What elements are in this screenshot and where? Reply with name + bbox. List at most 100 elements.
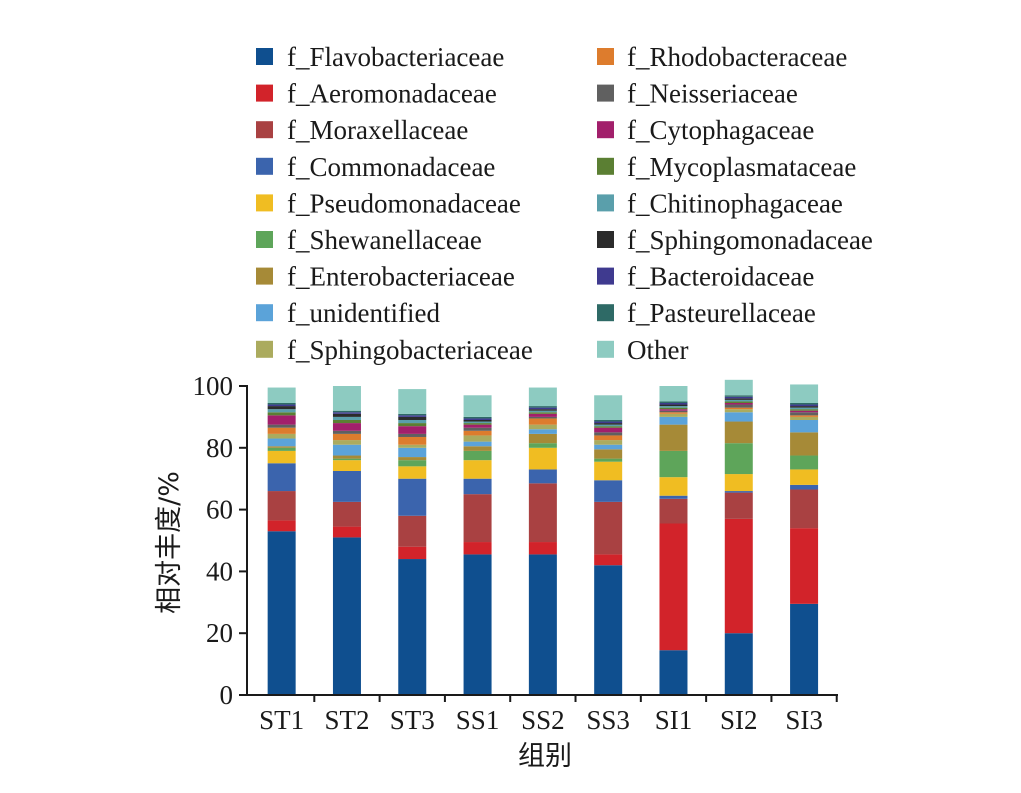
legend-label: f_Rhodobacteraceae: [627, 42, 847, 72]
bar-segment: [332, 430, 361, 434]
bar-segment: [724, 396, 753, 399]
x-tick-label: SS2: [521, 705, 565, 735]
bar-segment: [659, 650, 688, 695]
legend-item: f_Commonadaceae: [256, 152, 495, 182]
bars: [267, 379, 819, 695]
bar-stack-si1: [659, 386, 688, 695]
legend-label: f_Sphingobacteriaceae: [287, 335, 533, 365]
bar-segment: [332, 537, 361, 695]
x-tick-label: SI1: [655, 705, 693, 735]
bar-segment: [267, 450, 296, 464]
bar-segment: [790, 404, 819, 407]
bar-segment: [594, 423, 623, 425]
bar-segment: [267, 427, 296, 434]
legend-item: f_Bacteroidaceae: [597, 262, 814, 292]
bar-segment: [790, 410, 819, 413]
bar-segment: [267, 406, 296, 410]
bar-segment: [724, 443, 753, 475]
bar-segment: [594, 424, 623, 427]
bar-segment: [332, 526, 361, 538]
bar-segment: [594, 440, 623, 445]
bar-segment: [724, 379, 753, 396]
bar-segment: [724, 407, 753, 410]
legend-swatch: [597, 84, 614, 102]
bar-segment: [594, 565, 623, 695]
x-tick-label: SI2: [720, 705, 758, 735]
y-tick-label: 60: [206, 495, 233, 525]
bar-segment: [659, 523, 688, 651]
legend-swatch: [597, 231, 614, 248]
bar-segment: [790, 469, 819, 485]
bar-segment: [463, 430, 492, 436]
bar-segment: [332, 458, 361, 461]
bar-segment: [594, 461, 623, 481]
bar-segment: [398, 460, 427, 467]
y-tick-label: 0: [220, 680, 234, 710]
x-tick-label: ST3: [390, 705, 435, 735]
legend-swatch: [256, 84, 273, 102]
bar-segment: [463, 441, 492, 447]
bar-segment: [267, 409, 296, 413]
bar-segment: [724, 518, 753, 634]
bar-segment: [528, 418, 557, 425]
legend-item: f_Enterobacteriaceae: [256, 262, 515, 292]
bar-segment: [463, 494, 492, 543]
bar-stack-st1: [267, 387, 296, 695]
bar-segment: [463, 427, 492, 431]
bar-segment: [594, 395, 623, 420]
bar-segment: [659, 450, 688, 478]
bar-segment: [790, 489, 819, 529]
bar-segment: [790, 432, 819, 456]
bar-segment: [790, 412, 819, 416]
bar-segment: [463, 450, 492, 461]
bar-segment: [790, 409, 819, 411]
bar-segment: [594, 435, 623, 441]
bar-segment: [724, 399, 753, 402]
legend-swatch: [597, 121, 614, 139]
bar-segment: [528, 410, 557, 413]
legend-swatch: [256, 121, 273, 139]
bar-segment: [724, 395, 753, 397]
legend-item: f_Aeromonadaceae: [256, 79, 497, 109]
bar-stack-ss3: [594, 395, 623, 695]
bar-segment: [332, 419, 361, 424]
legend-swatch: [256, 267, 273, 285]
bar-segment: [659, 413, 688, 417]
bar-segment: [332, 423, 361, 431]
x-tick-label: ST1: [259, 705, 304, 735]
bar-segment: [724, 402, 753, 405]
bar-segment: [398, 444, 427, 448]
legend-item: f_Rhodobacteraceae: [597, 42, 847, 72]
bar-segment: [463, 423, 492, 425]
y-tick-label: 80: [206, 433, 233, 463]
bar-segment: [724, 401, 753, 403]
bar-segment: [267, 446, 296, 448]
bar-segment: [528, 554, 557, 695]
bar-segment: [790, 402, 819, 405]
legend-label: f_Pseudomonadaceae: [287, 188, 521, 218]
bar-segment: [398, 416, 427, 420]
bar-segment: [398, 423, 427, 427]
bar-segment: [463, 421, 492, 424]
bar-segment: [398, 478, 427, 516]
legend-swatch: [597, 194, 614, 212]
bar-segment: [528, 447, 557, 470]
bar-segment: [790, 416, 819, 420]
bar-segment: [332, 410, 361, 413]
legend-swatch: [256, 194, 273, 212]
bar-segment: [267, 415, 296, 425]
legend-swatch: [256, 340, 273, 358]
bar-segment: [267, 412, 296, 416]
bar-segment: [332, 444, 361, 456]
bar-segment: [463, 554, 492, 695]
bar-segment: [724, 474, 753, 492]
bar-segment: [463, 460, 492, 479]
legend-swatch: [597, 304, 614, 322]
bar-segment: [528, 407, 557, 410]
bar-segment: [463, 435, 492, 442]
bar-segment: [398, 546, 427, 560]
bar-segment: [528, 443, 557, 448]
bar-segment: [724, 398, 753, 400]
legend-item: f_Shewanellaceae: [256, 225, 482, 255]
